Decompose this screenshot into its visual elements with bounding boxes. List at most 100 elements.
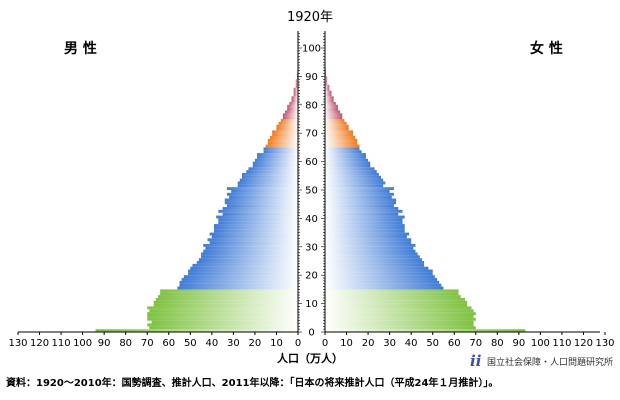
male-bar-age-73	[278, 121, 298, 125]
female-bar-age-4	[325, 317, 476, 321]
x-tick-male-30: 30	[227, 338, 240, 349]
male-bar-age-37	[214, 224, 298, 227]
male-bar-age-67	[267, 138, 298, 142]
female-bar-age-20	[325, 272, 433, 276]
male-bar-age-52	[237, 181, 298, 185]
female-bar-age-21	[325, 269, 433, 273]
female-bar-age-37	[325, 224, 405, 227]
female-bar-age-67	[325, 138, 358, 142]
male-bar-age-0	[95, 329, 299, 333]
female-bar-age-6	[325, 312, 476, 316]
male-bar-age-18	[181, 278, 298, 281]
female-bar-age-60	[325, 158, 369, 162]
male-bar-age-47	[229, 195, 298, 199]
male-bar-age-30	[203, 243, 298, 247]
female-bar-age-45	[325, 201, 397, 205]
male-bar-age-51	[237, 184, 298, 188]
female-bar-age-5	[325, 314, 474, 318]
male-bar-age-50	[226, 187, 298, 191]
male-bar-age-20	[188, 272, 298, 276]
x-tick-male-70: 70	[141, 338, 154, 349]
female-bar-age-88	[325, 79, 328, 83]
female-bar-age-69	[325, 133, 353, 137]
male-bar-age-6	[147, 312, 298, 316]
female-bar-age-83	[325, 93, 332, 97]
female-bar-age-47	[325, 195, 392, 199]
male-bar-age-81	[291, 99, 298, 103]
female-bar-age-68	[325, 136, 356, 139]
male-bar-age-4	[147, 317, 298, 321]
male-bar-age-89	[296, 76, 298, 80]
male-bar-age-82	[291, 96, 298, 100]
female-bar-age-65	[325, 144, 360, 148]
male-bar-age-53	[239, 178, 298, 182]
y-ticks-age: 0 10 20 30 40 50 60 70 80 90 100	[298, 33, 325, 339]
female-bar-age-86	[325, 84, 330, 88]
female-bar-age-22	[325, 266, 429, 270]
male-bars	[95, 59, 299, 333]
male-bar-age-14	[160, 289, 298, 293]
male-bar-age-16	[179, 283, 298, 287]
female-bar-age-42	[325, 209, 403, 213]
male-bar-age-62	[257, 153, 298, 156]
x-tick-male-80: 80	[119, 338, 132, 349]
male-bar-age-23	[192, 263, 298, 267]
female-bar-age-74	[325, 119, 345, 122]
x-tick-female-80: 80	[491, 338, 504, 349]
male-label: 男 性	[64, 40, 97, 57]
female-bar-age-38	[325, 221, 403, 225]
male-bar-age-1	[149, 326, 298, 330]
female-label: 女 性	[530, 40, 563, 57]
x-tick-male-0: 0	[295, 338, 301, 349]
female-bar-age-1	[325, 326, 476, 330]
x-tick-male-110: 110	[52, 338, 71, 349]
male-bar-age-7	[149, 309, 298, 313]
y-tick-60: 60	[305, 157, 318, 168]
female-bar-age-14	[325, 289, 459, 293]
male-bar-age-25	[198, 258, 298, 262]
x-tick-male-10: 10	[270, 338, 283, 349]
chart-title: 1920年	[287, 10, 333, 25]
female-bar-age-51	[325, 184, 384, 188]
male-bar-age-8	[147, 306, 298, 310]
female-bar-age-15	[325, 286, 444, 290]
female-bar-age-81	[325, 99, 334, 103]
female-bar-age-50	[325, 187, 394, 191]
male-bar-age-77	[285, 110, 298, 114]
male-bar-age-58	[252, 164, 298, 168]
y-tick-90: 90	[305, 72, 318, 83]
y-tick-0: 0	[308, 328, 314, 339]
female-bar-age-70	[325, 130, 353, 134]
female-bar-age-29	[325, 246, 414, 250]
female-bar-age-84	[325, 90, 332, 94]
female-bar-age-36	[325, 226, 405, 230]
male-bar-age-3	[151, 320, 298, 324]
male-bar-age-64	[263, 147, 298, 151]
male-bar-age-40	[216, 215, 298, 219]
female-bar-age-32	[325, 238, 412, 242]
male-bar-age-38	[218, 221, 298, 225]
male-bar-age-35	[214, 229, 298, 233]
male-bar-age-28	[203, 249, 298, 253]
male-bar-age-48	[226, 192, 298, 196]
female-bar-age-72	[325, 124, 349, 128]
female-bar-age-18	[325, 278, 437, 281]
x-tick-female-40: 40	[405, 338, 418, 349]
x-tick-male-100: 100	[73, 338, 92, 349]
female-bar-age-9	[325, 303, 468, 307]
female-bar-age-59	[325, 161, 371, 165]
female-bar-age-54	[325, 175, 381, 179]
male-bar-age-36	[214, 226, 298, 230]
female-bars	[325, 59, 526, 333]
x-tick-male-60: 60	[162, 338, 175, 349]
male-bar-age-43	[222, 207, 298, 210]
male-bar-age-63	[263, 150, 298, 154]
source-note: 資料：1920～2010年：国勢調査、推計人口、2011年以降：「日本の将来推計…	[6, 376, 498, 389]
x-tick-female-0: 0	[322, 338, 328, 349]
female-bar-age-44	[325, 204, 394, 208]
male-bar-age-76	[282, 113, 298, 117]
x-axis-label: 人口（万人）	[277, 351, 343, 365]
male-bar-age-87	[295, 82, 298, 85]
male-bar-age-27	[201, 252, 298, 256]
female-bar-age-24	[325, 261, 425, 264]
